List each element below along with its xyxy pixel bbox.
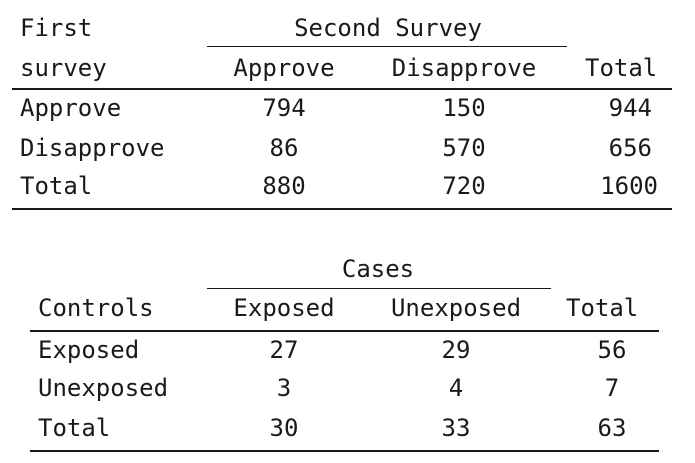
table-cell: 570 xyxy=(442,134,486,162)
table-cell: 7 xyxy=(604,374,620,402)
table-cell: 56 xyxy=(597,336,627,364)
row-label: Total xyxy=(38,414,111,442)
column-group-rule xyxy=(207,288,551,289)
row-header-line2: survey xyxy=(20,54,107,82)
table-cell: 794 xyxy=(262,94,306,122)
column-header: Disapprove xyxy=(391,54,537,82)
column-header: Unexposed xyxy=(390,294,522,322)
row-header: Controls xyxy=(38,294,154,322)
table-cell: 150 xyxy=(442,94,486,122)
header-rule xyxy=(30,330,659,332)
table-cell: 30 xyxy=(269,414,299,442)
column-header: Total xyxy=(585,54,658,82)
column-group-header: Cases xyxy=(341,255,415,283)
table-cell: 63 xyxy=(597,414,627,442)
column-header: Total xyxy=(566,294,639,322)
column-group-header: Second Survey xyxy=(294,14,482,42)
row-label: Total xyxy=(20,172,93,200)
table-cell: 27 xyxy=(269,336,299,364)
row-header-line1: First xyxy=(20,14,93,42)
table-cell: 656 xyxy=(608,134,652,162)
table-cell: 720 xyxy=(442,172,486,200)
header-rule xyxy=(12,88,672,90)
table-cell: 944 xyxy=(608,94,652,122)
row-label: Disapprove xyxy=(20,134,165,162)
table-cell: 33 xyxy=(441,414,471,442)
table-cell: 29 xyxy=(441,336,471,364)
table-cell: 4 xyxy=(448,374,464,402)
row-label: Exposed xyxy=(38,336,140,364)
bottom-rule xyxy=(30,450,659,452)
column-header: Approve xyxy=(233,54,335,82)
table-cell: 3 xyxy=(276,374,292,402)
row-label: Unexposed xyxy=(38,374,169,402)
column-group-rule xyxy=(207,46,567,47)
column-header: Exposed xyxy=(233,294,335,322)
table-cell: 86 xyxy=(269,134,299,162)
bottom-rule xyxy=(12,208,672,210)
row-label: Approve xyxy=(20,94,122,122)
table-cell: 1600 xyxy=(600,172,658,200)
table-cell: 880 xyxy=(262,172,306,200)
